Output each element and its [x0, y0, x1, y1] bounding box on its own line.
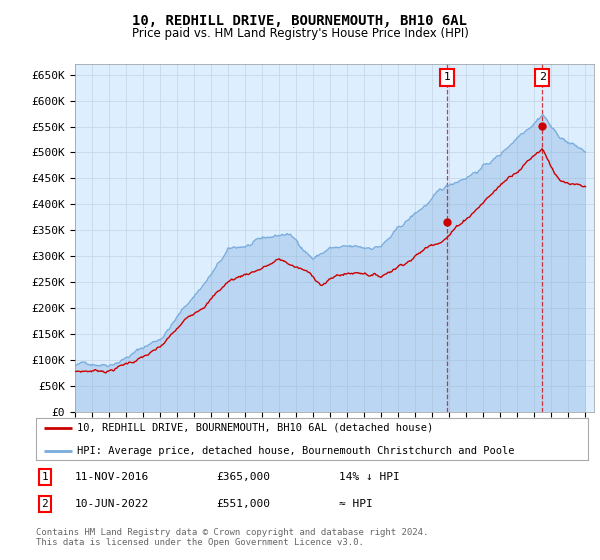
- Text: 11-NOV-2016: 11-NOV-2016: [75, 472, 149, 482]
- Text: 1: 1: [444, 72, 451, 82]
- Text: £551,000: £551,000: [216, 499, 270, 509]
- Text: Contains HM Land Registry data © Crown copyright and database right 2024.
This d: Contains HM Land Registry data © Crown c…: [36, 528, 428, 547]
- Text: 14% ↓ HPI: 14% ↓ HPI: [339, 472, 400, 482]
- Text: 2: 2: [539, 72, 546, 82]
- Text: 1: 1: [41, 472, 49, 482]
- Text: 10-JUN-2022: 10-JUN-2022: [75, 499, 149, 509]
- Text: HPI: Average price, detached house, Bournemouth Christchurch and Poole: HPI: Average price, detached house, Bour…: [77, 446, 515, 456]
- Text: Price paid vs. HM Land Registry's House Price Index (HPI): Price paid vs. HM Land Registry's House …: [131, 27, 469, 40]
- Text: 2: 2: [41, 499, 49, 509]
- Text: £365,000: £365,000: [216, 472, 270, 482]
- Text: 10, REDHILL DRIVE, BOURNEMOUTH, BH10 6AL (detached house): 10, REDHILL DRIVE, BOURNEMOUTH, BH10 6AL…: [77, 423, 434, 432]
- Text: ≈ HPI: ≈ HPI: [339, 499, 373, 509]
- Text: 10, REDHILL DRIVE, BOURNEMOUTH, BH10 6AL: 10, REDHILL DRIVE, BOURNEMOUTH, BH10 6AL: [133, 14, 467, 28]
